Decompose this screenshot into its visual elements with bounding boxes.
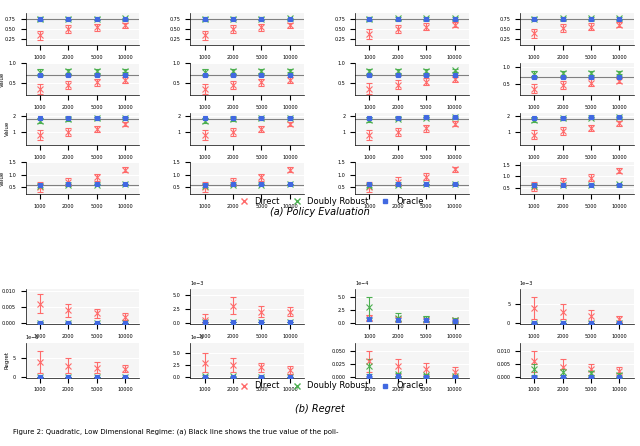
Y-axis label: Value: Value <box>1 171 5 186</box>
Text: (a) Policy Evaluation: (a) Policy Evaluation <box>270 207 370 217</box>
Y-axis label: Value: Value <box>5 121 10 136</box>
Text: (b) Regret: (b) Regret <box>295 404 345 413</box>
Legend: Direct, Doubly Robust, Oracle: Direct, Doubly Robust, Oracle <box>232 194 427 210</box>
Y-axis label: Regret: Regret <box>5 351 10 369</box>
Legend: Direct, Doubly Robust, Oracle: Direct, Doubly Robust, Oracle <box>232 378 427 394</box>
Y-axis label: Value: Value <box>1 71 5 87</box>
Text: Figure 2: Quadratic, Low Dimensional Regime: (a) Black line shows the true value: Figure 2: Quadratic, Low Dimensional Reg… <box>13 428 339 435</box>
Y-axis label: Value: Value <box>0 22 2 37</box>
